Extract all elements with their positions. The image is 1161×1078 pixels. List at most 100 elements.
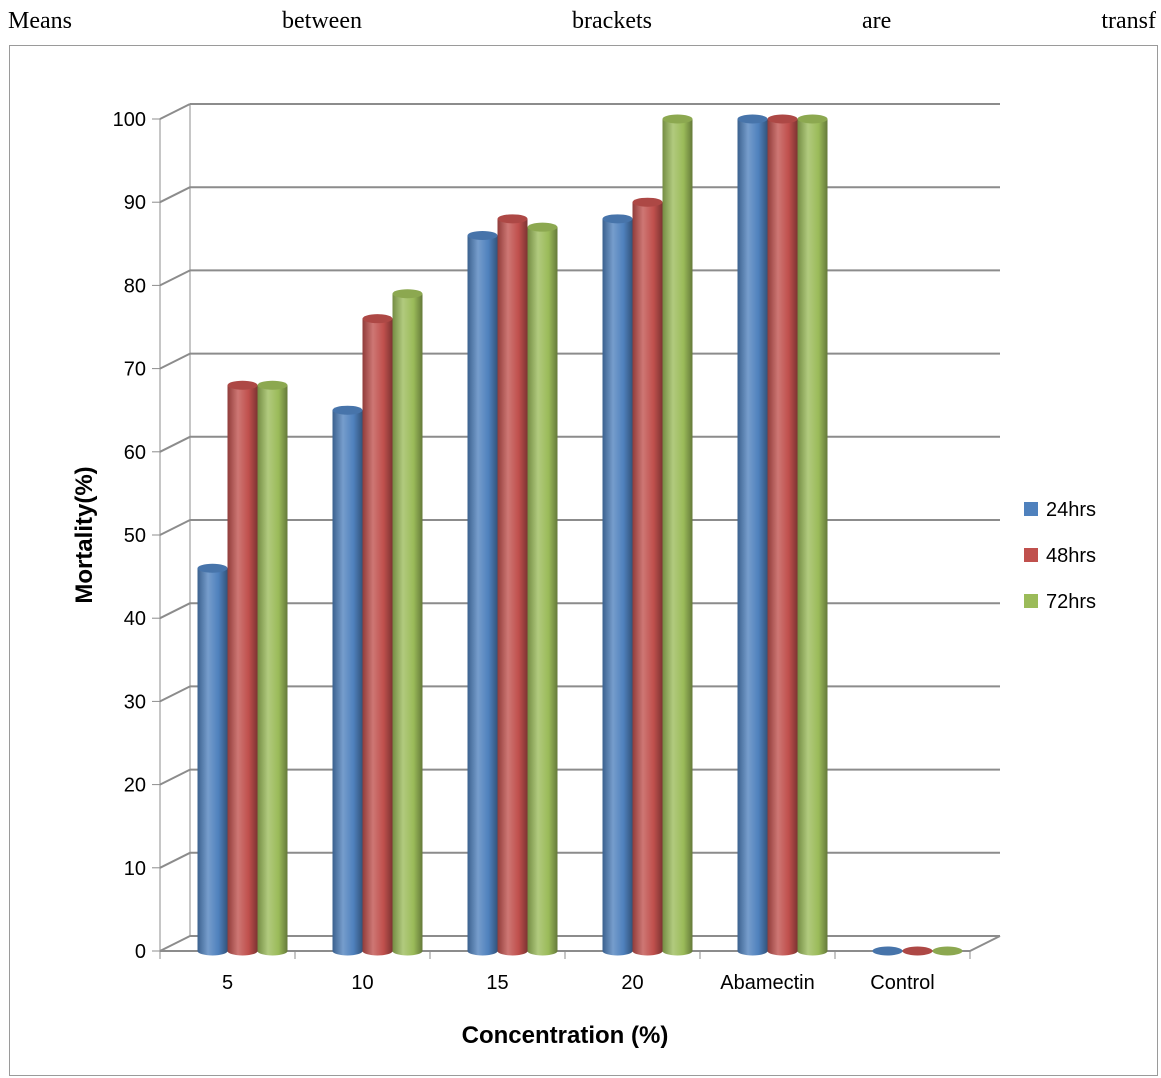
bar-top [797, 114, 828, 124]
bar-body [767, 119, 798, 956]
bar-top [737, 114, 768, 124]
top-word: are [862, 7, 892, 34]
bar [467, 230, 498, 956]
bar [527, 222, 558, 956]
top-text-line: Means between brackets are transf [8, 0, 1156, 42]
bar-body [527, 227, 558, 956]
bar-top [362, 314, 393, 324]
y-tick-label: 30 [124, 691, 146, 713]
bar [257, 380, 288, 956]
bar [332, 405, 363, 956]
side-gridline [159, 435, 191, 453]
y-tick-label: 100 [113, 109, 146, 131]
bar-body [467, 235, 498, 956]
x-tick-labels: 5 10 15 20 Abamectin Control [222, 972, 935, 994]
top-word: between [282, 7, 362, 34]
bar [392, 289, 423, 956]
top-word: brackets [572, 7, 652, 34]
bar-top [527, 222, 558, 232]
bar-body [497, 218, 528, 956]
bar-top [197, 563, 228, 573]
axis-layer [152, 118, 1001, 959]
bar-body [257, 385, 288, 956]
y-tick-label: 10 [124, 858, 146, 880]
bar-top [257, 380, 288, 390]
bar [602, 214, 633, 956]
y-tick-label: 40 [124, 608, 146, 630]
y-tick-label: 90 [124, 192, 146, 214]
y-tick-label: 70 [124, 359, 146, 381]
x-tick-label: 20 [621, 972, 643, 994]
legend-swatch [1024, 548, 1038, 562]
side-gridline [159, 851, 191, 869]
bar-body [737, 119, 768, 956]
bar [362, 314, 393, 956]
bar-top [872, 946, 903, 956]
x-tick-label: 15 [486, 972, 508, 994]
side-gridline [159, 768, 191, 786]
bar-top [332, 405, 363, 415]
bar-top [227, 380, 258, 390]
bar-chart: 0 10 20 30 40 50 60 70 80 90 100 5 10 15 20 Abamectin C… [71, 103, 1096, 1049]
grid-layer [159, 103, 1000, 952]
y-tick-labels: 0 10 20 30 40 50 60 70 80 90 100 [113, 109, 146, 963]
bar [797, 114, 828, 956]
bar [632, 197, 663, 956]
y-tick-label: 60 [124, 442, 146, 464]
bar-top [767, 114, 798, 124]
legend-label: 72hrs [1046, 591, 1096, 613]
bar-top [602, 214, 633, 224]
bar-top [467, 230, 498, 240]
legend: 24hrs 48hrs 72hrs [1024, 499, 1096, 613]
top-word: Means [8, 7, 72, 34]
side-gridline [159, 352, 191, 370]
bar-body [227, 385, 258, 956]
bars-layer [197, 114, 963, 956]
bar [197, 563, 228, 956]
bar [227, 380, 258, 956]
legend-item: 48hrs [1024, 545, 1096, 567]
bar-body [362, 318, 393, 956]
bar [497, 214, 528, 956]
bar-top [662, 114, 693, 124]
side-gridline [159, 602, 191, 620]
bar-body [632, 202, 663, 956]
side-gridline [159, 269, 191, 287]
bar-body [662, 119, 693, 956]
bar [662, 114, 693, 956]
floor-right-edge [969, 935, 1001, 952]
top-word: transf [1101, 7, 1156, 34]
side-gridline [159, 186, 191, 204]
y-tick-label: 50 [124, 525, 146, 547]
x-tick-label: Abamectin [720, 972, 815, 994]
x-tick-label: Control [870, 972, 934, 994]
side-gridline [159, 935, 191, 952]
bar [932, 946, 963, 956]
x-tick-label: 5 [222, 972, 233, 994]
legend-item: 72hrs [1024, 591, 1096, 613]
bar [902, 946, 933, 956]
bar [737, 114, 768, 956]
side-gridline [159, 103, 191, 120]
y-tick-label: 80 [124, 275, 146, 297]
legend-label: 24hrs [1046, 499, 1096, 521]
side-gridline [159, 519, 191, 536]
bar-body [602, 218, 633, 956]
side-gridline [159, 685, 191, 703]
y-tick-label: 20 [124, 775, 146, 797]
y-axis-title: Mortality(%) [71, 466, 98, 603]
bar-top [902, 946, 933, 956]
bar-top [497, 214, 528, 224]
legend-label: 48hrs [1046, 545, 1096, 567]
bar-body [392, 293, 423, 956]
x-tick-label: 10 [351, 972, 373, 994]
bar-top [392, 289, 423, 299]
bar-body [197, 568, 228, 956]
x-axis-title: Concentration (%) [462, 1022, 669, 1049]
legend-swatch [1024, 594, 1038, 608]
bar-top [632, 197, 663, 207]
bar-body [332, 410, 363, 956]
bar-top [932, 946, 963, 956]
bar [872, 946, 903, 956]
chart-frame: 0 10 20 30 40 50 60 70 80 90 100 5 10 15 20 Abamectin C… [9, 45, 1158, 1076]
